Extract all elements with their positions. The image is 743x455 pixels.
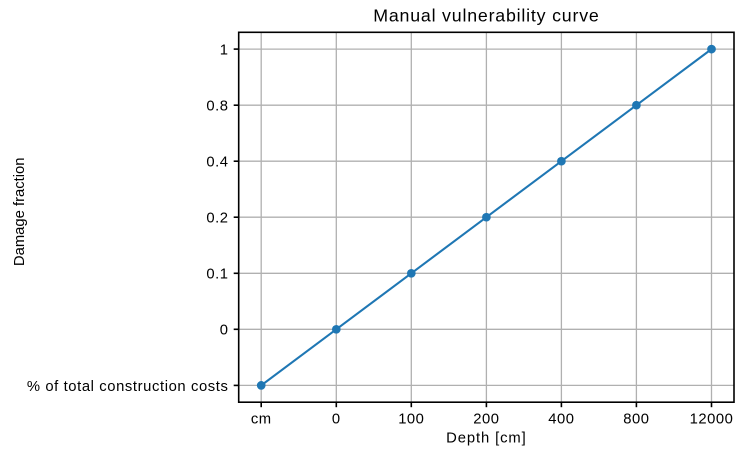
- svg-text:0: 0: [220, 323, 229, 339]
- svg-text:Damage fraction: Damage fraction: [12, 158, 28, 267]
- svg-text:% of total construction costs: % of total construction costs: [27, 379, 229, 395]
- svg-text:400: 400: [548, 411, 574, 427]
- svg-text:0: 0: [332, 411, 341, 427]
- svg-text:cm: cm: [251, 411, 272, 427]
- svg-text:100: 100: [398, 411, 424, 427]
- svg-text:0.2: 0.2: [206, 211, 228, 227]
- svg-text:800: 800: [623, 411, 649, 427]
- svg-text:1: 1: [220, 43, 229, 59]
- svg-text:12000: 12000: [690, 411, 734, 427]
- svg-text:Depth [cm]: Depth [cm]: [446, 431, 527, 447]
- svg-text:0.4: 0.4: [206, 155, 228, 171]
- svg-text:0.8: 0.8: [206, 99, 228, 115]
- svg-text:Manual vulnerability curve: Manual vulnerability curve: [373, 6, 599, 26]
- svg-text:200: 200: [473, 411, 499, 427]
- svg-text:0.1: 0.1: [206, 267, 228, 283]
